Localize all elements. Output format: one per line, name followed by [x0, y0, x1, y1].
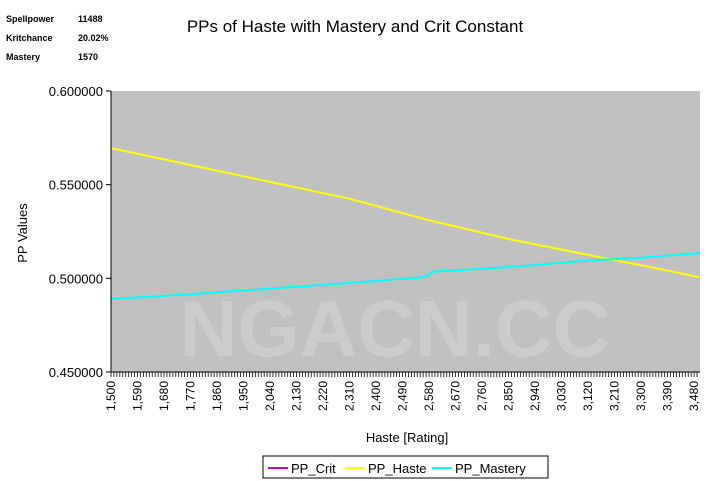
- stat-row: Mastery 1570: [6, 48, 109, 67]
- y-tick-label: 0.450000: [49, 365, 103, 380]
- x-tick-label: 2,400: [369, 381, 383, 411]
- stat-row: Kritchance 20.02%: [6, 29, 109, 48]
- legend-label: PP_Haste: [368, 461, 427, 476]
- x-tick-label: 1,500: [104, 381, 118, 411]
- x-tick-label: 1,590: [131, 381, 145, 411]
- legend: PP_Crit PP_Haste PP_Mastery: [262, 455, 549, 479]
- x-tick-label: 3,390: [661, 381, 675, 411]
- stat-label: Mastery: [6, 52, 41, 62]
- stat-label: Kritchance: [6, 33, 53, 43]
- x-tick-label: 2,760: [475, 381, 489, 411]
- y-tick-label: 0.500000: [49, 271, 103, 286]
- watermark: NGACN.CC: [179, 284, 610, 373]
- x-tick-label: 3,210: [608, 381, 622, 411]
- x-tick-label: 2,670: [449, 381, 463, 411]
- series-line-pp-haste: [110, 147, 701, 279]
- chart-title: PPs of Haste with Mastery and Crit Const…: [187, 17, 524, 36]
- x-tick-label: 1,950: [237, 381, 251, 411]
- x-tick-label: 3,120: [581, 381, 595, 411]
- x-tick-label: 2,130: [290, 381, 304, 411]
- legend-label: PP_Mastery: [455, 461, 526, 476]
- legend-box: [262, 455, 549, 479]
- stats-panel: Spellpower 11488 Kritchance 20.02% Maste…: [6, 10, 109, 67]
- legend-label: PP_Crit: [291, 461, 336, 476]
- x-tick-label: 2,940: [528, 381, 542, 411]
- x-tick-label: 2,850: [502, 381, 516, 411]
- y-axis-label: PP Values: [15, 203, 30, 263]
- stat-value: 11488: [78, 14, 103, 24]
- x-tick-label: 3,030: [555, 381, 569, 411]
- x-tick-label: 2,580: [422, 381, 436, 411]
- x-tick-label: 1,860: [210, 381, 224, 411]
- x-axis-label: Haste [Rating]: [366, 430, 448, 445]
- stat-value: 20.02%: [78, 33, 109, 43]
- x-tick-label: 1,680: [157, 381, 171, 411]
- x-tick-label: 1,770: [184, 381, 198, 411]
- x-tick-label: 2,220: [316, 381, 330, 411]
- stat-row: Spellpower 11488: [6, 10, 109, 29]
- x-tick-label: 3,480: [687, 381, 701, 411]
- plot-area: [111, 91, 700, 372]
- series-line-pp-mastery: [110, 252, 701, 300]
- stat-label: Spellpower: [6, 14, 55, 24]
- y-tick-label: 0.550000: [49, 178, 103, 193]
- x-tick-label: 2,040: [263, 381, 277, 411]
- stat-value: 1570: [78, 52, 99, 62]
- x-tick-label: 2,310: [343, 381, 357, 411]
- x-tick-label: 2,490: [396, 381, 410, 411]
- x-tick-label: 3,300: [634, 381, 648, 411]
- y-tick-label: 0.600000: [49, 84, 103, 99]
